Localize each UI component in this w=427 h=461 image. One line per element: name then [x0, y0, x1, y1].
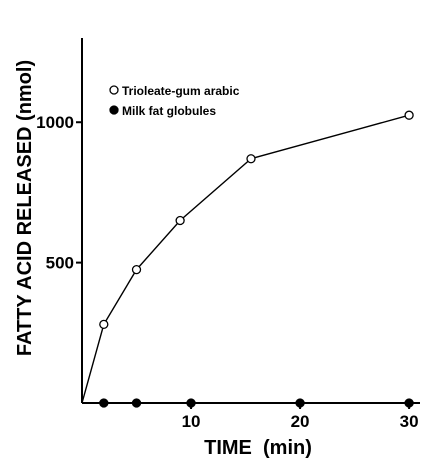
data-point-milk-fat — [295, 398, 305, 408]
data-point-trioleate — [404, 110, 414, 120]
x-axis-title: TIME (min) — [204, 437, 312, 459]
legend-label-trioleate: Trioleate-gum arabic — [122, 84, 240, 98]
legend-marker-open-circle — [109, 85, 119, 95]
legend: Trioleate-gum arabic Milk fat globules — [109, 84, 240, 118]
x-tick-label: 30 — [400, 412, 419, 431]
series-line-0 — [81, 114, 410, 404]
y-tick-label: 500 — [46, 254, 74, 273]
y-axis-title: FATTY ACID RELEASED (nmol) — [14, 60, 36, 356]
y-tick-label: 1000 — [36, 113, 74, 132]
x-tick-label: 10 — [182, 412, 201, 431]
data-point-trioleate — [175, 215, 185, 226]
x-tick-label: 20 — [291, 412, 310, 431]
legend-marker-filled-circle — [109, 105, 119, 115]
data-point-milk-fat — [99, 398, 109, 408]
data-point-trioleate — [99, 319, 109, 330]
data-point-milk-fat — [404, 398, 414, 408]
legend-label-milk-fat: Milk fat globules — [122, 104, 216, 118]
data-point-trioleate — [131, 264, 142, 275]
data-point-milk-fat — [186, 398, 196, 408]
data-point-milk-fat — [131, 398, 142, 408]
data-point-trioleate — [246, 154, 256, 164]
